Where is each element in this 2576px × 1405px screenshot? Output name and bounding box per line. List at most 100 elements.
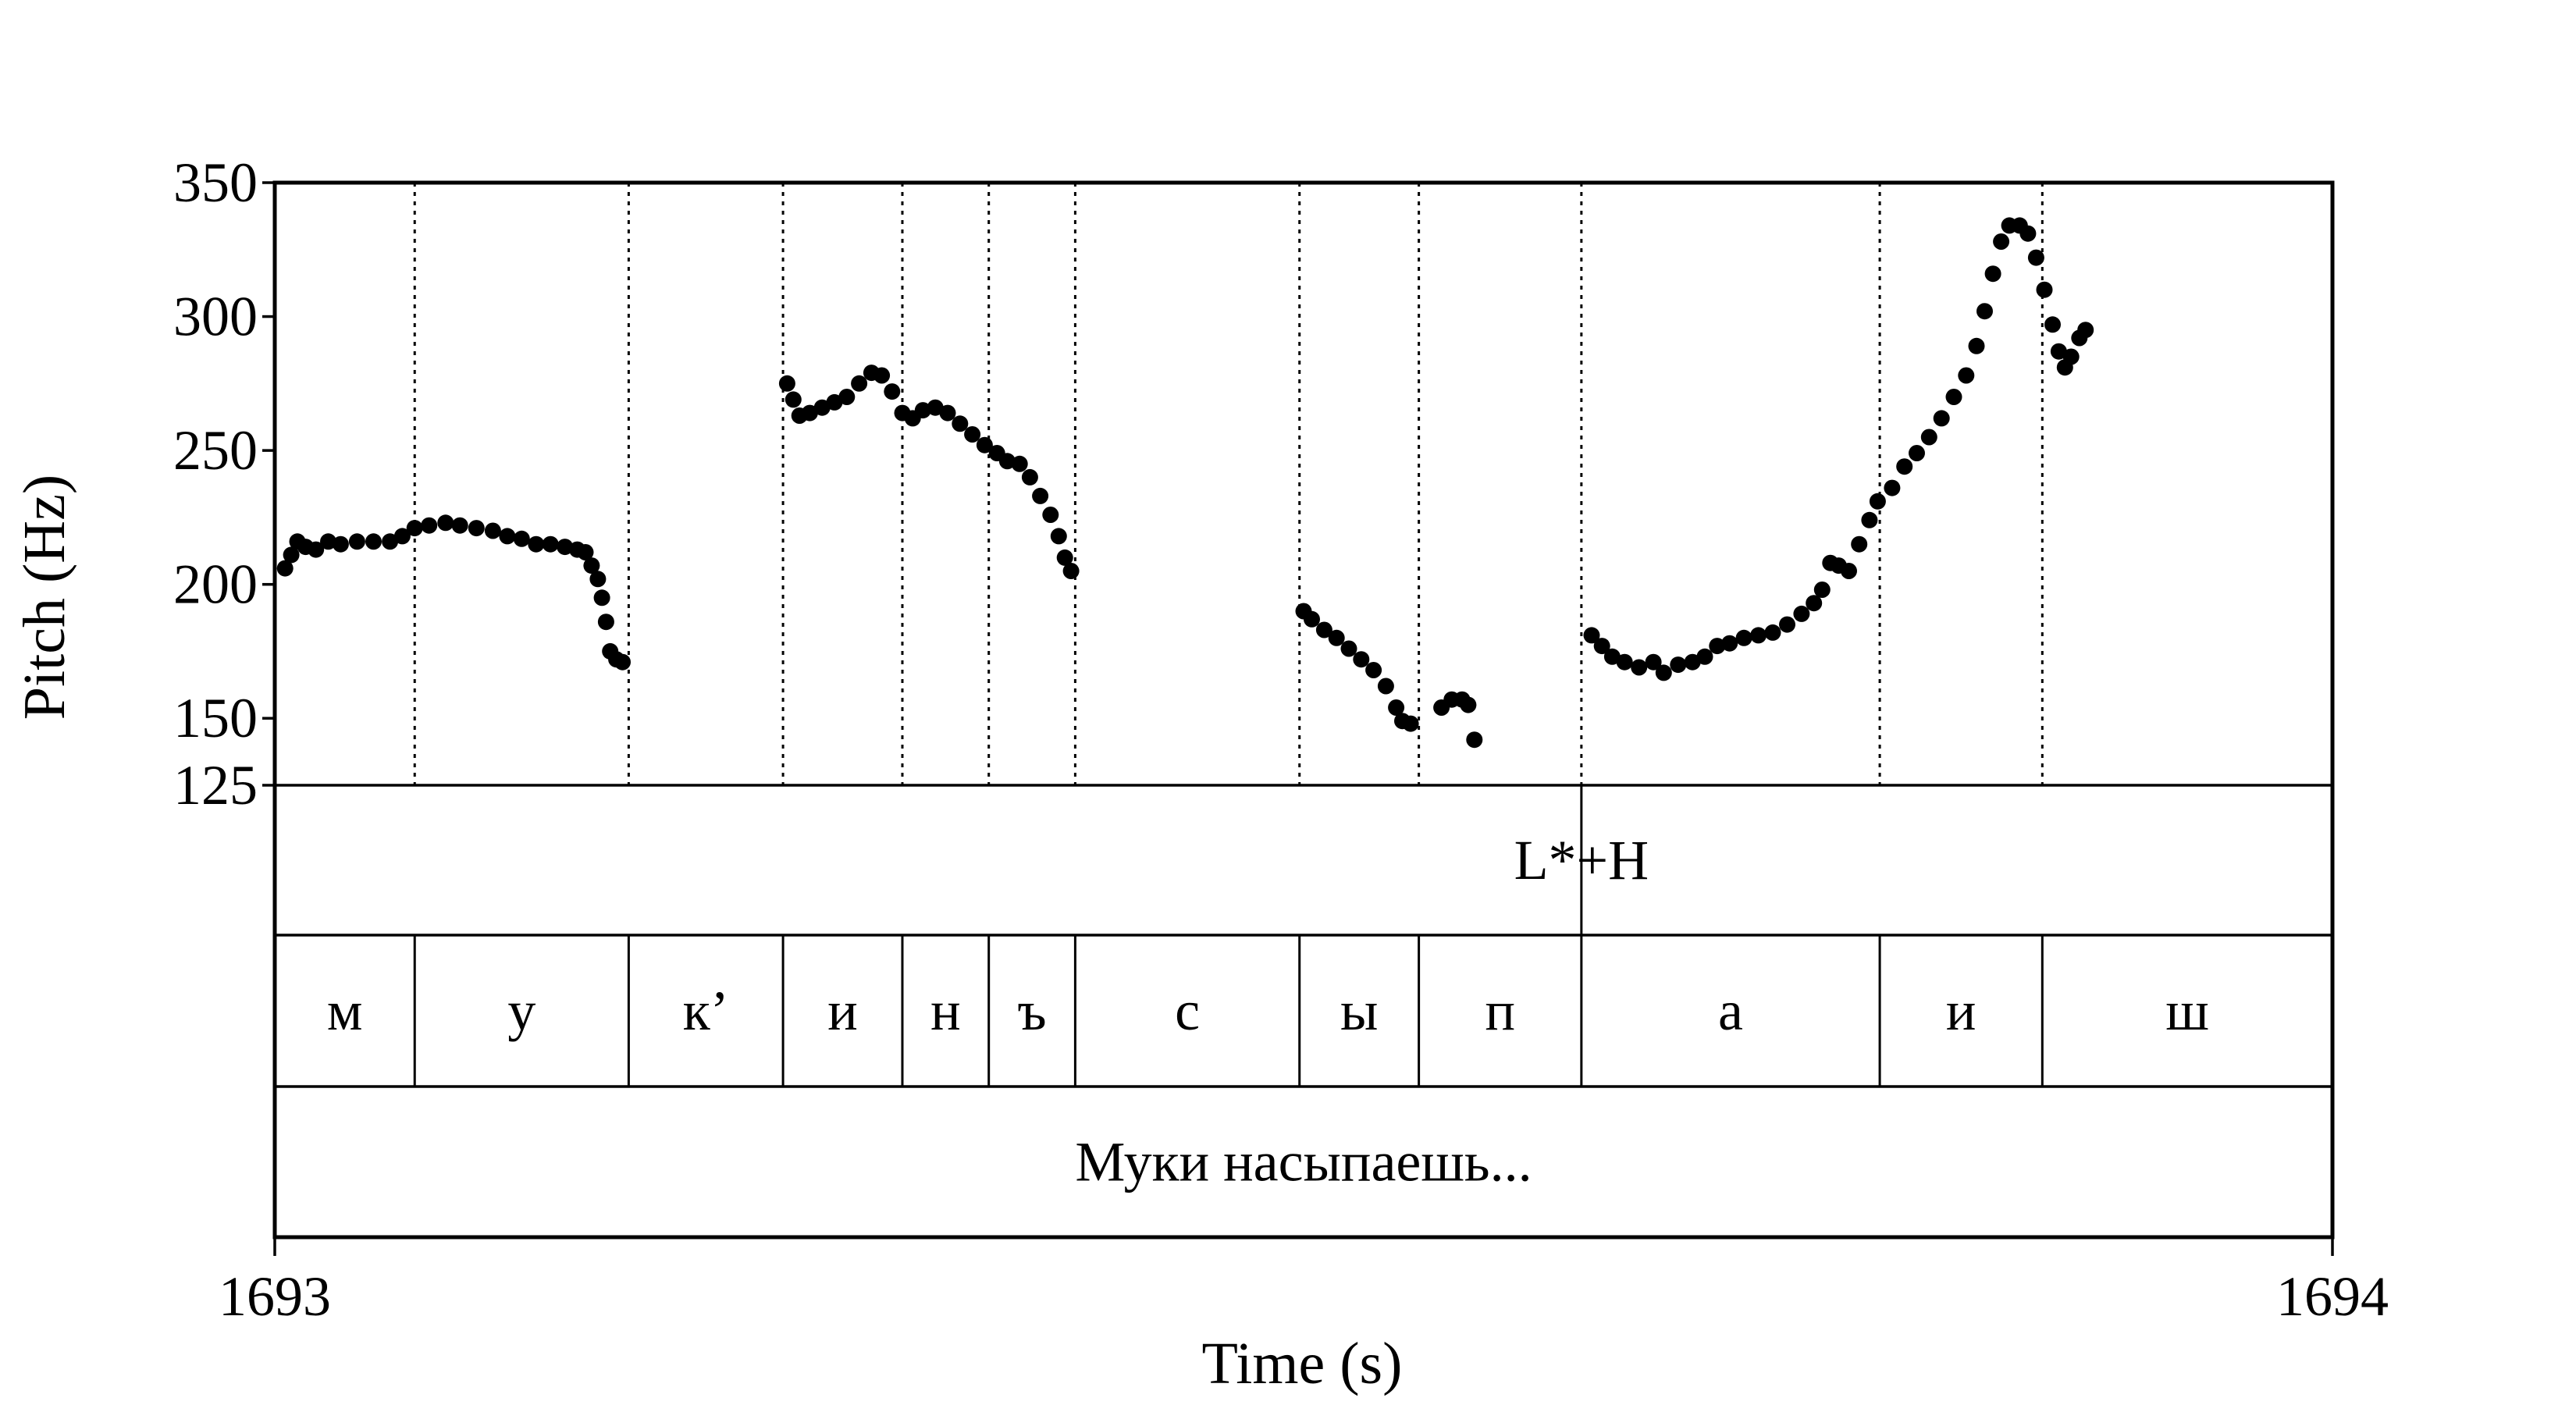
pitch-point	[1968, 337, 1985, 354]
segment-label: ы	[1340, 980, 1378, 1042]
sentence-label: Муки насыпаешь...	[1075, 1131, 1532, 1193]
pitch-point	[1851, 535, 1868, 553]
annotation-tiers: L*+H м у к’ и н ъ с ы п а и ш Муки насыпаешь...	[275, 784, 2332, 1193]
tone-label: L*+H	[1514, 829, 1649, 891]
pitch-point	[851, 375, 868, 392]
pitch-point	[1365, 662, 1382, 678]
pitch-point	[1779, 616, 1795, 633]
pitch-point	[1861, 511, 1878, 528]
pitch-point	[1735, 629, 1752, 646]
pitch-point	[1583, 627, 1600, 644]
pitch-point	[1884, 479, 1901, 496]
pitch-point	[1869, 493, 1886, 510]
pitch-point	[437, 514, 454, 532]
pitch-point	[513, 530, 530, 547]
y-tick-label: 250	[173, 419, 258, 482]
pitch-point	[1945, 389, 1962, 405]
pitch-point	[1655, 664, 1672, 681]
pitch-point	[1920, 429, 1937, 446]
x-tick-label: 1693	[219, 1265, 331, 1328]
pitch-point	[1304, 610, 1320, 628]
pitch-point	[1958, 367, 1975, 384]
pitch-point	[1353, 651, 1370, 668]
y-tick-label: 350	[173, 151, 258, 214]
x-axis-title: Time (s)	[1202, 1331, 1403, 1396]
pitch-point	[1388, 699, 1405, 716]
pitch-point	[1062, 563, 1080, 579]
pitch-points	[276, 217, 2094, 749]
pitch-point	[2062, 348, 2080, 365]
segment-label: и	[1946, 980, 1976, 1042]
pitch-point	[1841, 563, 1857, 579]
pitch-point	[542, 535, 559, 553]
segment-label: н	[930, 980, 961, 1042]
segment-boundaries	[413, 183, 2044, 785]
pitch-point	[1670, 656, 1687, 674]
pitch-point	[528, 535, 545, 553]
pitch-point	[1328, 629, 1345, 646]
pitch-point	[484, 522, 501, 539]
pitch-point	[468, 520, 485, 537]
pitch-point	[1616, 653, 1633, 670]
pitch-point	[2044, 316, 2061, 333]
pitch-point	[451, 517, 468, 534]
segment-label: с	[1175, 980, 1200, 1042]
pitch-point	[2027, 249, 2044, 266]
pitch-point	[927, 399, 944, 416]
y-axis-title: Pitch (Hz)	[12, 475, 77, 720]
segment-label: ъ	[1017, 980, 1046, 1042]
segment-label: ш	[2165, 980, 2208, 1042]
y-tick-label: 200	[173, 553, 258, 616]
pitch-point	[583, 557, 600, 574]
pitch-point	[332, 535, 349, 553]
pitch-point	[1466, 731, 1483, 749]
pitch-point	[1976, 303, 1993, 320]
pitch-point	[589, 571, 607, 588]
pitch-point	[1460, 696, 1477, 713]
pitch-point	[1709, 638, 1726, 655]
pitch-point	[1696, 648, 1713, 665]
pitch-point	[838, 389, 856, 405]
pitch-point	[939, 404, 956, 422]
pitch-point	[1645, 653, 1662, 670]
pitch-point	[593, 589, 610, 606]
segment-label: а	[1718, 980, 1743, 1042]
pitch-point	[1021, 468, 1038, 486]
pitch-point	[406, 520, 423, 537]
pitch-point	[499, 528, 516, 545]
pitch-point	[778, 375, 795, 392]
pitch-point	[1909, 445, 1925, 461]
pitch-point	[1011, 455, 1028, 472]
y-tick-label: 300	[173, 286, 258, 348]
pitch-point	[1793, 605, 1810, 622]
pitch-point	[1032, 487, 1049, 504]
pitch-point	[2036, 281, 2053, 298]
x-tick-label: 1694	[2276, 1265, 2389, 1328]
pitch-point	[873, 367, 891, 384]
pitch-point	[1631, 659, 1648, 676]
pitch-point	[1603, 648, 1621, 665]
pitch-point	[801, 404, 818, 422]
pitch-point	[1377, 678, 1394, 695]
pitch-point	[1684, 653, 1701, 670]
pitch-point	[785, 391, 802, 408]
plot-frame-rect	[272, 180, 2335, 1240]
pitch-point	[1042, 507, 1059, 523]
pitch-point	[597, 614, 614, 631]
plot-frame	[272, 180, 2335, 1240]
pitch-point	[914, 402, 931, 419]
pitch-point	[826, 393, 843, 411]
pitch-point	[1813, 582, 1831, 598]
pitch-point	[382, 533, 399, 550]
pitch-point	[320, 533, 336, 550]
pitch-point	[1806, 595, 1823, 612]
pitch-point	[952, 415, 969, 432]
pitch-point	[2019, 225, 2037, 242]
pitch-point	[276, 560, 294, 577]
pitch-point	[1340, 640, 1357, 657]
pitch-point	[976, 436, 993, 454]
pitch-point	[308, 541, 325, 558]
pitch-point	[1315, 621, 1332, 638]
